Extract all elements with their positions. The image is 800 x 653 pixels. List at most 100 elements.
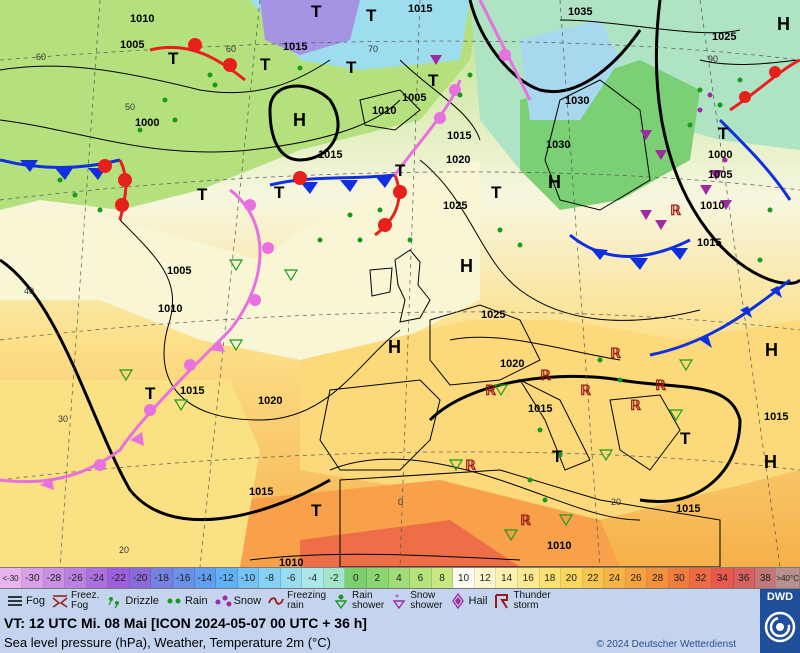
isobar-label: 1015	[180, 385, 204, 397]
svg-text:0: 0	[398, 497, 403, 507]
legend-rain: Rain	[165, 593, 208, 609]
isobar-1015-southwest	[0, 258, 331, 522]
isobar-labels: 1010 1005 1000 1015 1015 1035 1025 1030 …	[120, 3, 788, 567]
drizzle-icon	[108, 597, 120, 609]
colorbar-step: -24	[86, 568, 109, 588]
svg-text:ℝ: ℝ	[580, 382, 592, 398]
svg-text:70: 70	[368, 44, 378, 54]
svg-text:30: 30	[58, 414, 68, 424]
svg-text:ℝ: ℝ	[520, 512, 532, 528]
coastlines	[319, 79, 721, 567]
balkans-coast	[609, 394, 681, 471]
legend-hail: Hail	[449, 593, 487, 609]
low-pressure-label: T	[274, 183, 285, 202]
low-pressure-label: T	[145, 384, 156, 403]
colorbar-high-end: >40 °C	[776, 568, 800, 588]
colorbar-step: -20	[129, 568, 152, 588]
svg-text:*: *	[395, 593, 399, 602]
isobar-label: 1015	[249, 486, 273, 498]
isobar-label: 1015	[408, 3, 432, 15]
svg-text:ℝ: ℝ	[610, 345, 622, 361]
scandinavia-coast	[544, 79, 651, 211]
front-symbols	[20, 38, 782, 490]
high-pressure-label: H	[460, 256, 473, 276]
isobar-label: 1015	[447, 130, 471, 142]
high-pressure-label: H	[548, 172, 561, 192]
rain-icon	[167, 598, 181, 604]
freezing-rain-icon	[268, 597, 284, 605]
low-pressure-label: T	[491, 183, 502, 202]
colorbar-step: 6	[410, 568, 432, 588]
low-pressure-label: T	[428, 71, 439, 90]
occluded-front-atlantic	[0, 188, 262, 484]
low-pressure-label: T	[680, 429, 691, 448]
colorbar-step: 0	[345, 568, 367, 588]
colorbar-step: 12	[474, 568, 497, 588]
colorbar-step: 26	[625, 568, 648, 588]
isobar-label: 1030	[546, 139, 570, 151]
svg-text:90: 90	[708, 54, 718, 64]
rain-shower-icon	[334, 594, 348, 609]
colorbar-step: -14	[194, 568, 217, 588]
isobar-label: 1035	[568, 6, 592, 18]
fog-icon	[8, 596, 22, 606]
warm-front-west	[118, 159, 128, 221]
high-pressure-label: H	[388, 337, 401, 357]
pressure-centers: T T T T T T T T T T T T T T T H H H H H …	[145, 2, 790, 520]
dwd-logo[interactable]: DWD	[760, 589, 800, 653]
warm-front-russia	[729, 58, 800, 112]
svg-text:20: 20	[611, 497, 621, 507]
temperature-grid-labels: 60 60 50 40 30 20 20 70 0 90	[24, 44, 718, 555]
colorbar-step: -8	[259, 568, 281, 588]
low-pressure-label: T	[260, 55, 271, 74]
isobar-label: 1005	[120, 39, 144, 51]
warm-front-greenland	[149, 45, 246, 82]
colorbar-step: 34	[712, 568, 734, 588]
colorbar-step: 10	[453, 568, 475, 588]
isobar-label: 1015	[697, 237, 721, 249]
isobar-label: 1015	[318, 149, 342, 161]
legend-freezing-rain: Freezing rain	[267, 591, 326, 611]
svg-text:ℝ: ℝ	[630, 397, 642, 413]
colorbar-step: 18	[539, 568, 562, 588]
isobar-label: 1020	[446, 154, 470, 166]
low-pressure-label: T	[395, 161, 406, 180]
colorbar-step: -30	[22, 568, 44, 588]
colorbar-step: 22	[582, 568, 605, 588]
weather-symbol-legend: Fog Freez. Fog Drizzle Rain Snow	[0, 589, 760, 613]
thunderstorm-icon	[495, 594, 509, 609]
isobar-label: 1015	[528, 403, 552, 415]
low-pressure-label: T	[168, 49, 179, 68]
isobar-low-center	[268, 84, 340, 162]
precipitation-symbols: ℝℝℝ ℝℝℝ ℝ ℝℝ	[57, 55, 773, 542]
low-pressure-label: T	[718, 124, 729, 143]
colorbar-step: -26	[65, 568, 87, 588]
legend-drizzle: Drizzle	[105, 593, 159, 609]
cold-front-baltic	[569, 233, 691, 258]
isobar-label: 1010	[372, 105, 396, 117]
valid-time-label: VT: 12 UTC Mi. 08 Mai [ICON 2024-05-07 0…	[4, 615, 367, 631]
cold-front-east	[649, 278, 791, 357]
legend-snow: Snow	[214, 593, 261, 609]
isobar-label: 1005	[402, 92, 426, 104]
hail-icon	[451, 593, 464, 609]
colorbar-steps: -30 -28 -26 -24 -22 -20 -18 -16 -14 -12 -10 -8 -6 -4-…	[22, 568, 777, 588]
isobar-label: 1015	[676, 503, 700, 515]
isobar-label: 1015	[764, 411, 788, 423]
isobar-label: 1000	[708, 149, 732, 161]
colorbar-step: -22	[108, 568, 130, 588]
colorbar-step: -12	[216, 568, 238, 588]
lat-lon-grid	[0, 0, 800, 567]
svg-text:ℝ: ℝ	[670, 202, 682, 218]
isobar-label: 1005	[167, 265, 191, 277]
legend-fog: Fog	[6, 593, 45, 609]
high-pressure-label: H	[764, 452, 777, 472]
svg-text:ℝ: ℝ	[485, 382, 497, 398]
legend-rain-shower: Rain shower	[332, 591, 384, 611]
snow-icon	[215, 595, 232, 607]
copyright-notice: © 2024 Deutscher Wetterdienst	[596, 639, 736, 650]
colorbar-step: -18	[151, 568, 173, 588]
isobar-label: 1025	[712, 31, 736, 43]
warm-front-atlantic	[374, 174, 401, 237]
